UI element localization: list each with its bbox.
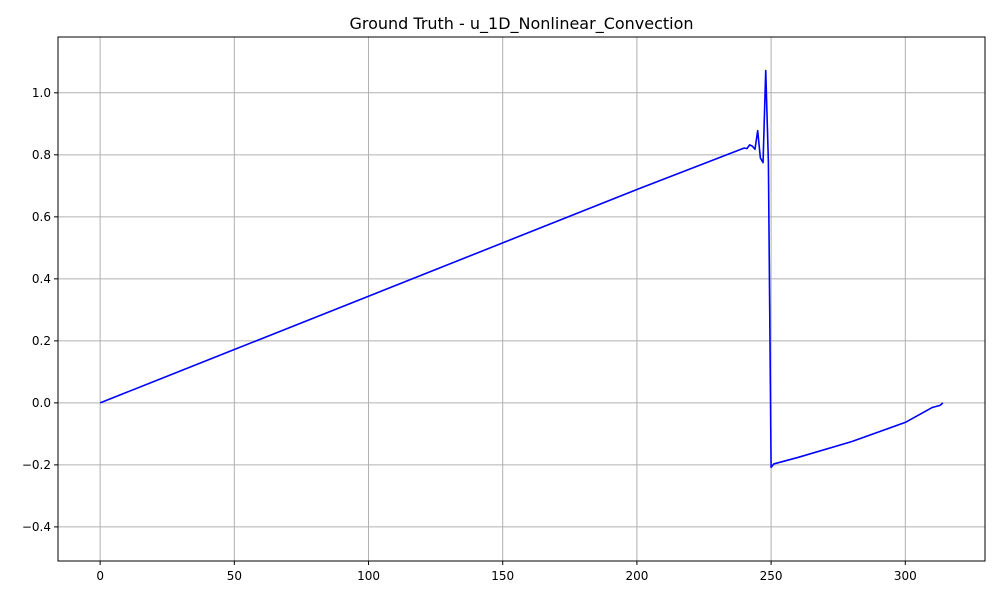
x-tick-label: 250 <box>760 569 783 583</box>
x-tick-label: 150 <box>491 569 514 583</box>
grid <box>58 37 985 561</box>
y-tick-label: 1.0 <box>32 86 51 100</box>
y-tick-label: 0.6 <box>32 210 51 224</box>
ticks: 0 50 100 150 200 250 300 −0.4 −0.2 0.0 0.2 0.4 0.6 0.… <box>22 86 917 583</box>
y-tick-label: 0.4 <box>32 272 51 286</box>
y-tick-label: −0.2 <box>22 458 51 472</box>
y-tick-label: 0.8 <box>32 148 51 162</box>
series-layer <box>99 69 944 469</box>
x-tick-label: 200 <box>625 569 648 583</box>
y-tick-label: 0.0 <box>32 396 51 410</box>
x-tick-label: 100 <box>357 569 380 583</box>
plot-frame <box>57 36 986 562</box>
series-line <box>99 69 944 469</box>
chart-title: Ground Truth - u_1D_Nonlinear_Convection <box>349 14 693 34</box>
x-tick-label: 0 <box>96 569 104 583</box>
y-tick-label: 0.2 <box>32 334 51 348</box>
x-tick-label: 50 <box>227 569 242 583</box>
x-tick-label: 300 <box>894 569 917 583</box>
y-tick-label: −0.4 <box>22 520 51 534</box>
